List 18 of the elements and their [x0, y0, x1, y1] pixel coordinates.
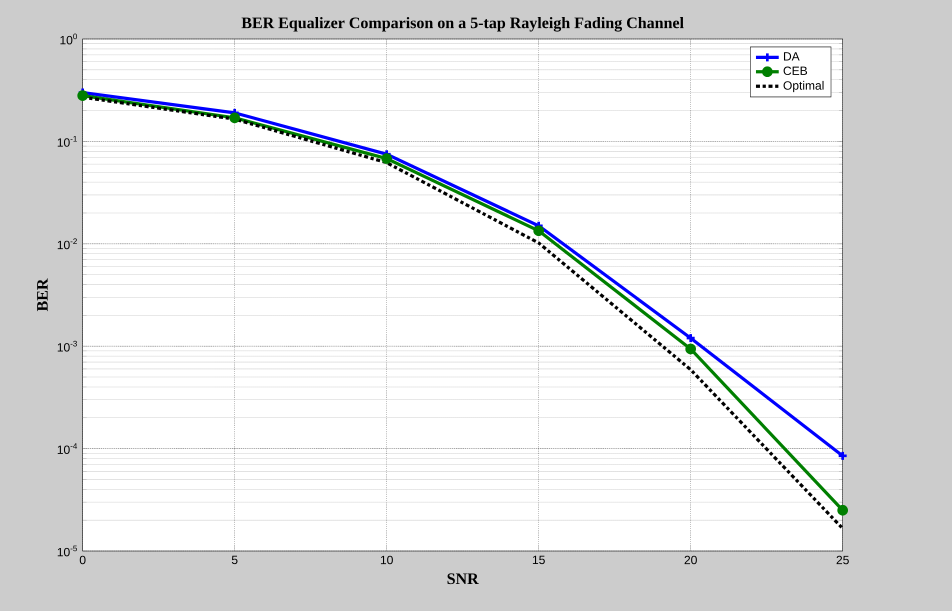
x-tick-label: 0 — [80, 556, 86, 564]
x-tick-label: 5 — [232, 556, 238, 564]
x-tick-label: 20 — [684, 556, 697, 564]
x-axis-title: SNR — [448, 573, 479, 584]
chart-title: BER Equalizer Comparison on a 5-tap Rayleigh Fading Channel — [242, 16, 684, 32]
y-tick-label: 10$^{-3}$ — [58, 340, 77, 352]
legend-label: Optimal — [784, 80, 824, 92]
legend-label: DA — [784, 52, 800, 61]
y-tick-label: 10$^{-4}$ — [58, 443, 78, 454]
x-tick-label: 10 — [380, 556, 393, 564]
x-tick-label: 25 — [836, 556, 849, 564]
y-tick-label: 10$^{-1}$ — [58, 136, 77, 147]
y-tick-label: 10$^{-2}$ — [58, 238, 77, 250]
y-tick-label: 10$^{0}$ — [60, 34, 77, 44]
legend-label: CEB — [784, 66, 808, 76]
y-axis-title: BER — [37, 278, 48, 312]
x-tick-label: 15 — [532, 556, 545, 564]
y-tick-label: 10$^{-5}$ — [58, 546, 77, 556]
